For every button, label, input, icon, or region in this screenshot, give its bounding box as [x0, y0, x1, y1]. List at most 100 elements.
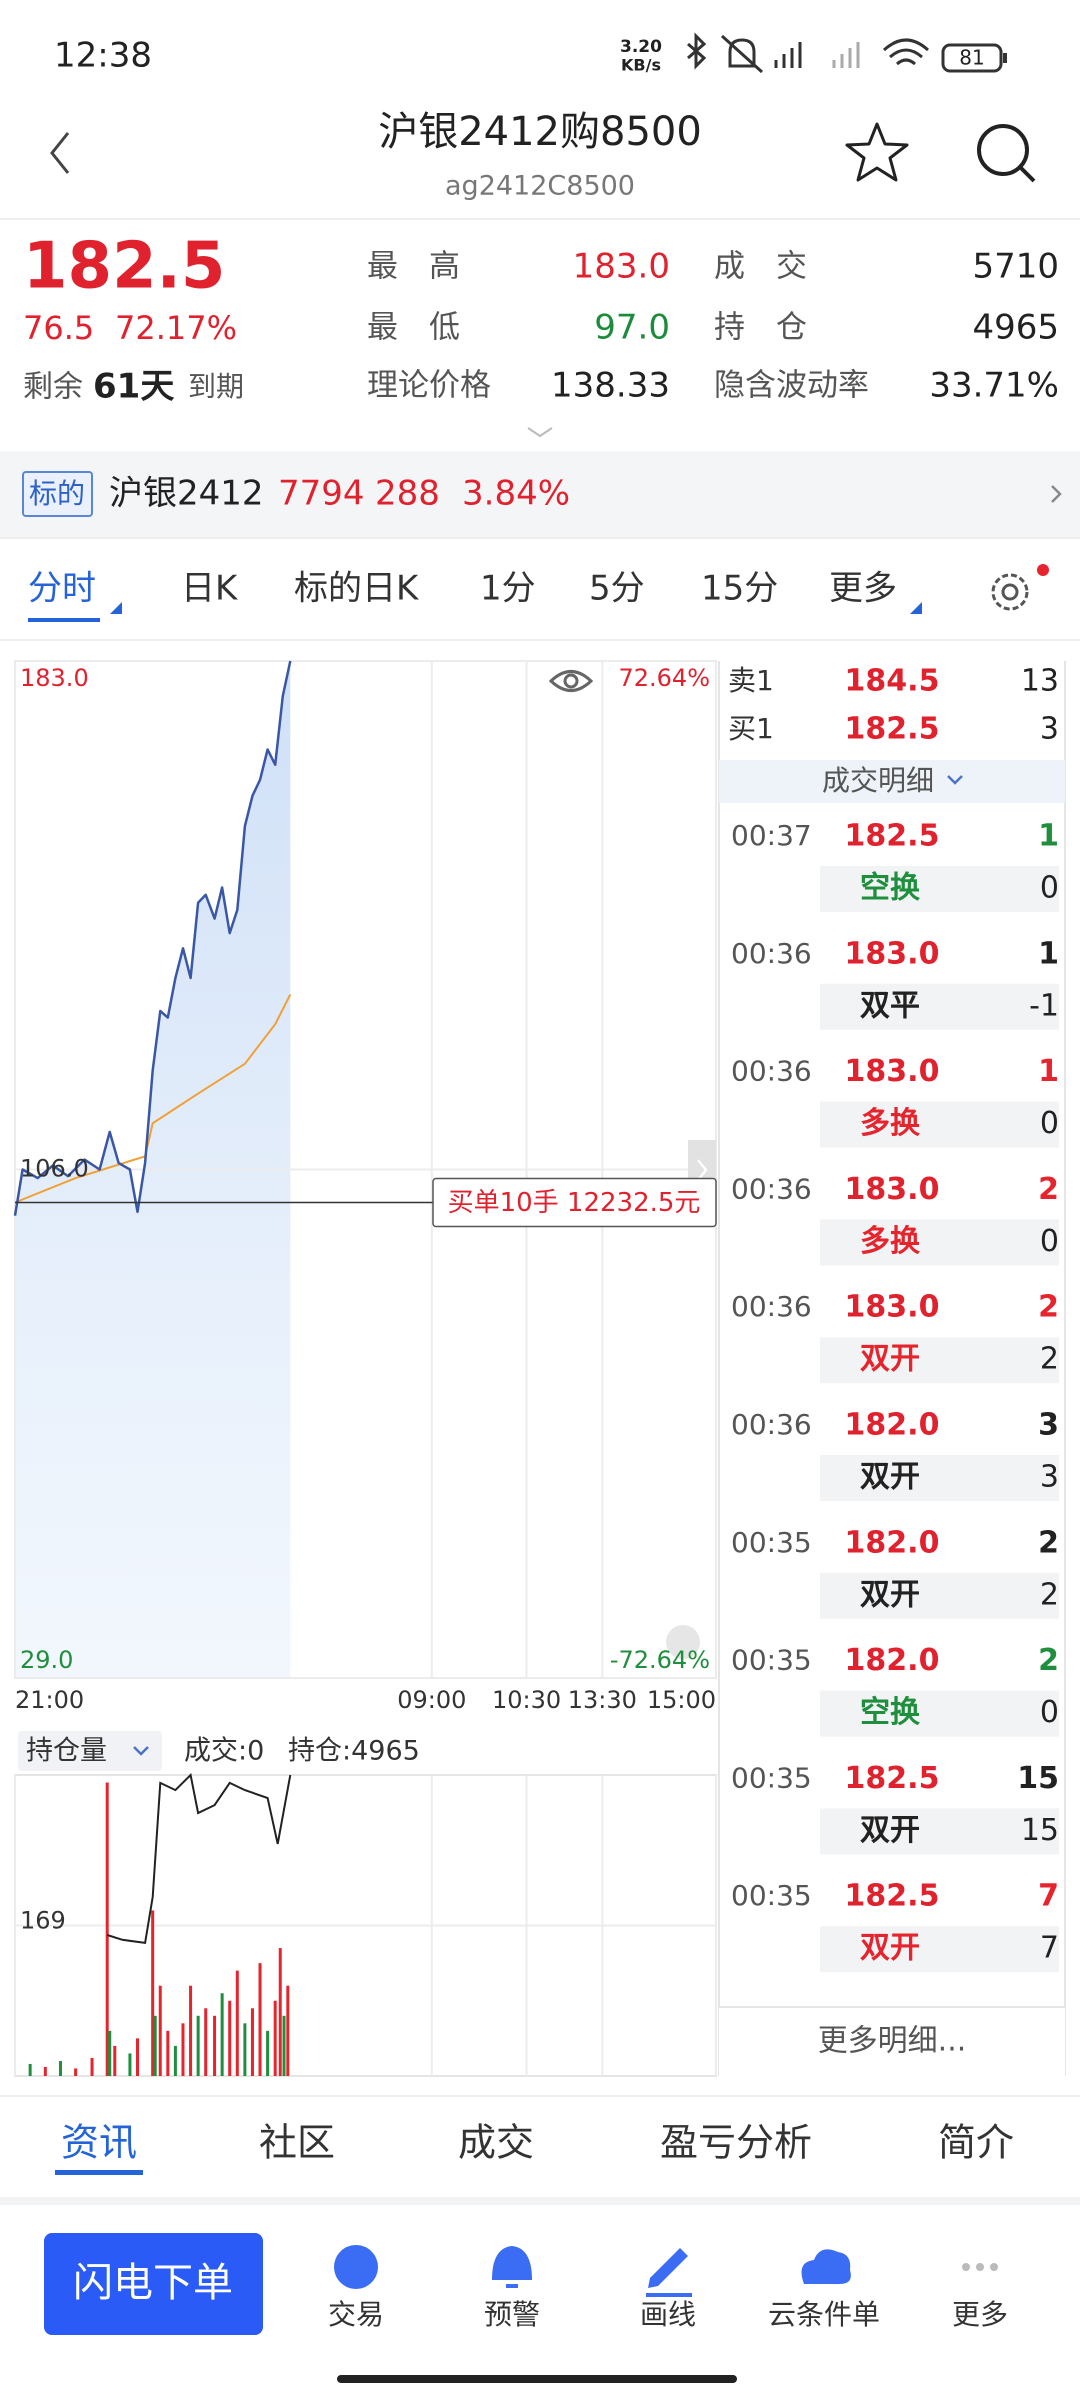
price-change-pct: 72.17%	[115, 309, 237, 347]
volume-bar	[258, 1963, 262, 2076]
trade-price: 182.5	[845, 1879, 940, 1914]
trade-oi-change: 0	[1040, 871, 1059, 906]
indicator-selector[interactable]	[18, 1731, 162, 1771]
battery-icon	[941, 43, 1003, 73]
trade-price: 182.5	[845, 1761, 940, 1796]
search-button[interactable]	[977, 124, 1036, 183]
bottom-tab[interactable]: 资讯	[61, 2121, 137, 2165]
field-value: 5710	[972, 247, 1059, 287]
section-gap	[0, 2197, 1080, 2205]
volume-bar	[173, 2045, 177, 2076]
trade-type-bg	[820, 1101, 1059, 1148]
net-speed: 3.20	[620, 37, 662, 57]
period-tab[interactable]: 日K	[181, 569, 239, 609]
bluetooth-icon	[687, 32, 707, 70]
field-value: 4965	[972, 308, 1059, 348]
volume-bar	[181, 2023, 185, 2076]
status-icons	[687, 32, 1007, 74]
x-tick-label: 10:30	[492, 1686, 561, 1714]
signal-icon	[832, 42, 860, 68]
volume-bar	[273, 2000, 277, 2076]
flash-order-button[interactable]	[44, 2233, 263, 2335]
volume-bar	[128, 2053, 132, 2076]
home-indicator	[337, 2375, 737, 2383]
toolbar-item[interactable]: 云条件单	[768, 2298, 880, 2331]
bottom-tab[interactable]: 社区	[259, 2121, 335, 2165]
x-tick-label: 09:00	[397, 1686, 466, 1714]
volume-bar	[266, 2030, 270, 2076]
back-button[interactable]	[50, 132, 70, 174]
period-tab[interactable]: 标的日K	[294, 569, 420, 609]
field-value: 138.33	[551, 366, 670, 406]
y-tick-label: 169	[20, 1907, 66, 1935]
period-tab[interactable]: 分时	[28, 569, 96, 609]
trade-type: 双开	[860, 1931, 920, 1966]
trade-time: 00:36	[731, 1172, 812, 1205]
volume-bar	[158, 1985, 162, 2076]
underlying-arrow	[1051, 485, 1062, 503]
bottom-tab[interactable]: 简介	[938, 2121, 1014, 2165]
period-tab[interactable]: 15分	[701, 569, 778, 609]
battery-tip	[1003, 53, 1007, 63]
trade-type-bg	[820, 983, 1059, 1030]
more-icon[interactable]	[962, 2263, 998, 2271]
underlying-tag: 标的	[29, 477, 85, 510]
bottom-tab[interactable]: 盈亏分析	[660, 2121, 812, 2165]
volume-bar	[166, 2030, 170, 2076]
more-detail-area[interactable]	[719, 2007, 1065, 2076]
trade-time: 00:35	[731, 1644, 812, 1677]
search-handle	[1018, 165, 1036, 183]
trade-type: 双平	[860, 988, 920, 1023]
indicator-name: 持仓量	[26, 1736, 107, 1767]
alert-icon[interactable]	[492, 2246, 532, 2288]
remain-suffix: 到期	[188, 370, 244, 403]
toolbar-item[interactable]: 预警	[484, 2298, 540, 2331]
eye-button[interactable]	[548, 670, 594, 692]
cloud-order-icon[interactable]	[801, 2249, 851, 2284]
toolbar-item[interactable]: 更多	[952, 2298, 1008, 2331]
toolbar-item[interactable]: 画线	[640, 2298, 696, 2331]
book-label: 卖1	[728, 664, 774, 697]
draw-icon[interactable]	[646, 2248, 692, 2297]
dot	[976, 2263, 984, 2271]
period-tab[interactable]: 5分	[589, 569, 645, 609]
bottom-tab[interactable]: 成交	[458, 2121, 534, 2165]
underlying-name: 沪银2412	[109, 474, 264, 514]
volume-bar	[90, 2057, 94, 2076]
trade-icon[interactable]	[334, 2245, 378, 2289]
book-label: 买1	[728, 712, 774, 745]
expand-chevron[interactable]	[527, 427, 553, 438]
trade-type-bg	[820, 1337, 1059, 1384]
volume-bar	[151, 1910, 155, 2076]
selector-chevron	[133, 1746, 149, 1756]
volume-bar	[235, 1970, 239, 2076]
settings-button[interactable]	[991, 573, 1029, 611]
gear-outer	[991, 573, 1029, 611]
trade-price: 183.0	[845, 1172, 940, 1207]
volume-bar	[196, 2015, 200, 2076]
favorite-button[interactable]	[845, 122, 909, 182]
trade-time: 00:36	[731, 1055, 812, 1088]
field-value: 33.71%	[929, 366, 1059, 406]
dropdown-mark	[110, 602, 122, 614]
trade-oi-change: 2	[1040, 1342, 1059, 1377]
fullscreen-button[interactable]	[666, 1625, 700, 1659]
trade-qty: 2	[1038, 1290, 1059, 1325]
collapse-arrow	[697, 1159, 708, 1181]
field-value: 97.0	[594, 308, 670, 348]
dot	[990, 2263, 998, 2271]
toolbar-item[interactable]: 交易	[328, 2298, 384, 2331]
period-tab[interactable]: 更多	[829, 569, 897, 609]
period-tab[interactable]: 1分	[480, 569, 536, 609]
trade-type-bg	[820, 1219, 1059, 1266]
dot	[962, 2263, 970, 2271]
average-line	[14, 994, 292, 1204]
price-line	[13, 660, 292, 1216]
underlying-bar[interactable]	[0, 451, 1080, 538]
trade-oi-change: 3	[1040, 1460, 1059, 1495]
trade-type-bg	[820, 1690, 1059, 1737]
signal-icon	[774, 42, 802, 68]
volume-bar	[282, 2015, 286, 2076]
trade-detail-header[interactable]	[719, 760, 1065, 803]
